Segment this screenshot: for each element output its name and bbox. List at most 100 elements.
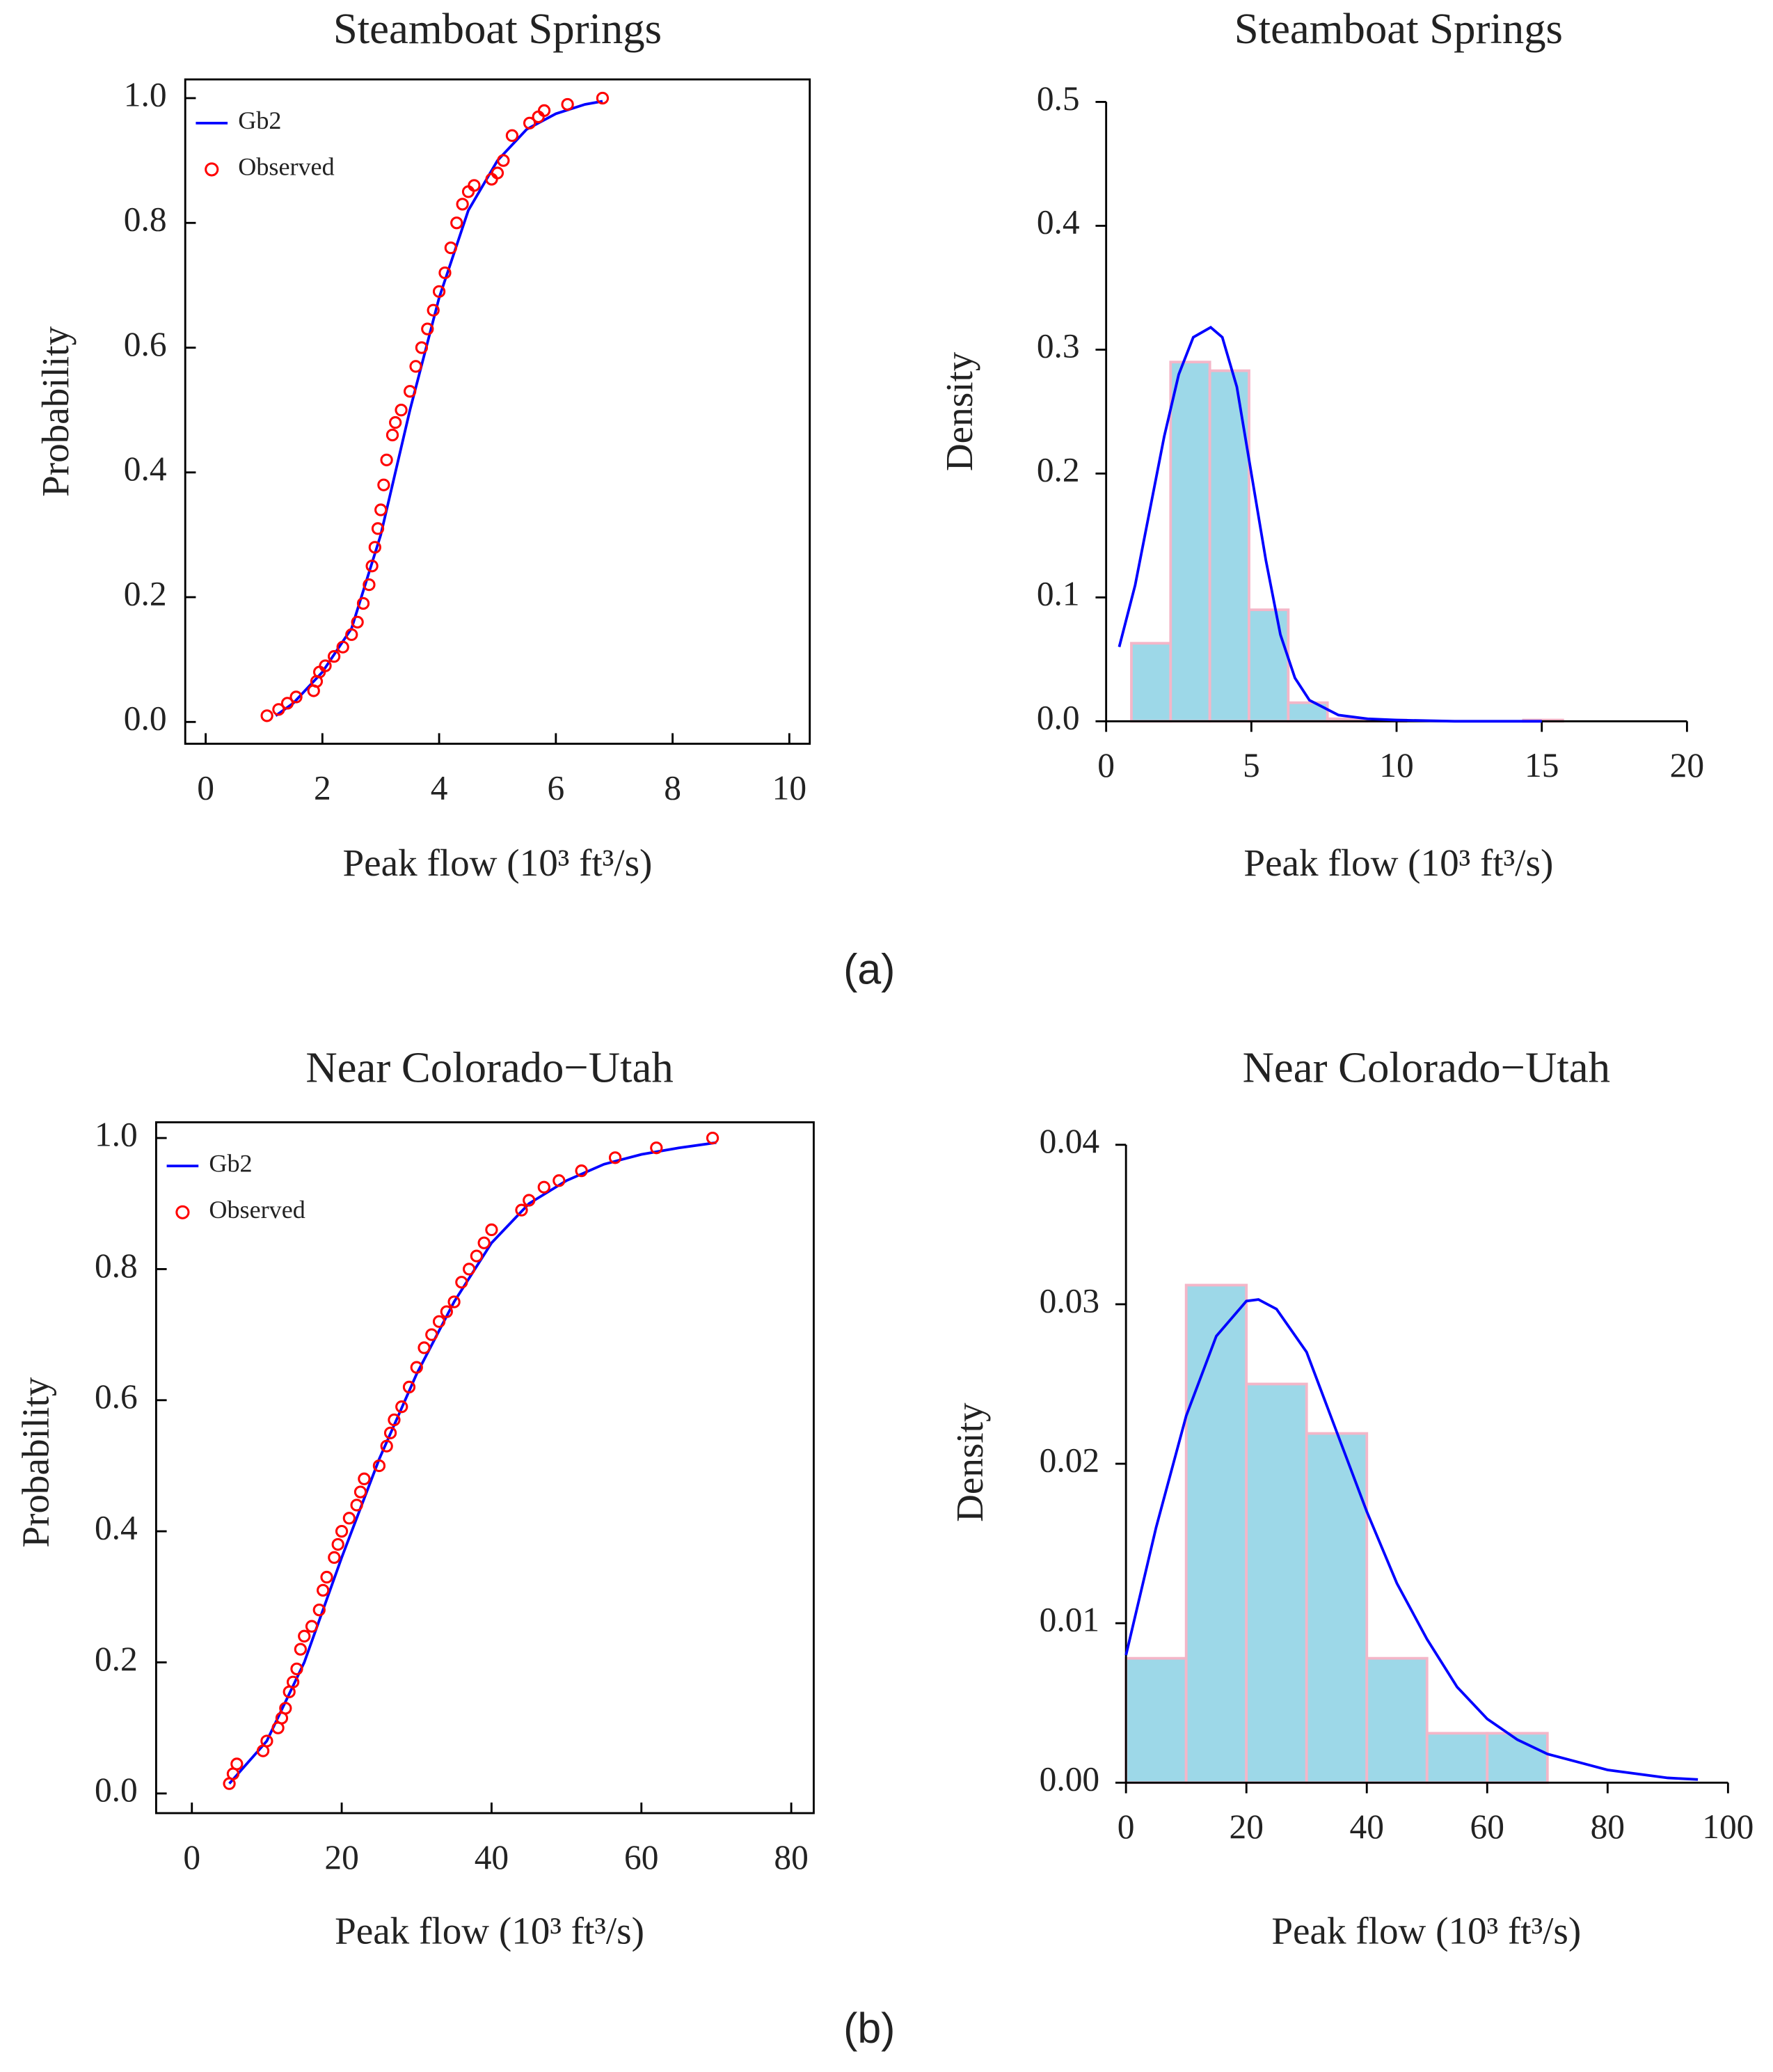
histogram-bar bbox=[1365, 1656, 1429, 1785]
observed-point bbox=[415, 341, 429, 354]
observed-point bbox=[440, 1305, 453, 1318]
observed-point bbox=[294, 1643, 307, 1656]
observed-point bbox=[402, 1380, 416, 1394]
observed-point bbox=[395, 404, 408, 417]
x-tick-label: 60 bbox=[624, 1838, 658, 1876]
observed-point bbox=[421, 322, 434, 335]
x-tick-label: 40 bbox=[475, 1838, 509, 1876]
observed-point bbox=[455, 1276, 468, 1289]
legend-label: Gb2 bbox=[238, 106, 281, 134]
observed-point bbox=[418, 1341, 431, 1354]
observed-point bbox=[371, 522, 385, 535]
observed-point bbox=[388, 1413, 401, 1427]
observed-point bbox=[298, 1629, 311, 1643]
x-tick-label: 5 bbox=[1243, 746, 1260, 784]
observed-point bbox=[491, 166, 504, 180]
x-tick-label: 8 bbox=[664, 768, 681, 807]
observed-point bbox=[358, 1472, 371, 1485]
y-tick-label: 0.6 bbox=[124, 325, 167, 363]
observed-point bbox=[575, 1164, 588, 1178]
observed-point bbox=[447, 1295, 461, 1308]
observed-point bbox=[389, 416, 402, 429]
x-tick-label: 10 bbox=[1379, 746, 1413, 784]
observed-point bbox=[380, 453, 393, 466]
y-tick-label: 0.03 bbox=[1040, 1281, 1100, 1320]
x-axis-label: Peak flow (10³ ft³/s) bbox=[1243, 841, 1553, 884]
observed-point bbox=[410, 1361, 423, 1374]
histogram-bar bbox=[1184, 1283, 1248, 1785]
observed-point bbox=[456, 198, 469, 211]
x-tick-label: 40 bbox=[1350, 1808, 1384, 1846]
observed-point bbox=[425, 1328, 438, 1341]
y-tick-label: 0.8 bbox=[124, 200, 167, 239]
observed-point bbox=[380, 1439, 393, 1453]
x-tick-label: 100 bbox=[1702, 1808, 1754, 1846]
observed-point bbox=[365, 560, 379, 573]
observed-point bbox=[537, 1180, 550, 1194]
y-axis-label: Probability bbox=[15, 1377, 57, 1547]
y-tick-label: 0.02 bbox=[1040, 1441, 1100, 1479]
histogram-bar bbox=[1208, 369, 1250, 723]
observed-point bbox=[395, 1400, 408, 1414]
observed-point bbox=[356, 596, 370, 610]
observed-point bbox=[523, 116, 536, 129]
axes-frame bbox=[154, 1121, 815, 1814]
caption: (a) bbox=[843, 946, 895, 993]
chart-title: Steamboat Springs bbox=[333, 4, 662, 53]
observed-point bbox=[561, 97, 574, 111]
y-tick-label: 1.0 bbox=[124, 75, 167, 113]
x-tick-label: 0 bbox=[183, 1838, 200, 1876]
x-axis-label: Peak flow (10³ ft³/s) bbox=[335, 1910, 644, 1952]
observed-point bbox=[331, 1537, 344, 1551]
y-tick-label: 0.5 bbox=[1037, 79, 1080, 118]
observed-point bbox=[468, 179, 481, 192]
legend-label: Observed bbox=[238, 153, 334, 181]
histogram-bar bbox=[1124, 1656, 1188, 1785]
observed-point bbox=[280, 697, 294, 710]
chart-title: Steamboat Springs bbox=[1234, 4, 1563, 53]
legend-swatch bbox=[205, 162, 219, 177]
legend-label: Gb2 bbox=[209, 1150, 252, 1178]
y-axis-label: Probability bbox=[34, 326, 77, 496]
x-tick-label: 60 bbox=[1470, 1808, 1504, 1846]
observed-point bbox=[350, 1498, 363, 1512]
y-tick-label: 0.04 bbox=[1040, 1122, 1100, 1160]
observed-point bbox=[385, 428, 399, 442]
x-tick-label: 2 bbox=[314, 768, 331, 807]
x-tick-label: 80 bbox=[1591, 1808, 1625, 1846]
observed-point bbox=[438, 266, 452, 280]
observed-point bbox=[272, 703, 285, 716]
x-axis-label: Peak flow (10³ ft³/s) bbox=[343, 841, 653, 884]
observed-point bbox=[477, 1236, 491, 1249]
y-tick-label: 0.4 bbox=[95, 1508, 138, 1547]
x-tick-label: 20 bbox=[324, 1838, 358, 1876]
x-tick-label: 0 bbox=[1118, 1808, 1135, 1846]
histogram-bar bbox=[1245, 1382, 1308, 1785]
legend-label: Observed bbox=[209, 1196, 305, 1224]
chart-title: Near Colorado−Utah bbox=[1243, 1043, 1610, 1092]
y-tick-label: 0.01 bbox=[1040, 1601, 1100, 1639]
y-tick-label: 0.4 bbox=[1037, 203, 1080, 242]
y-axis-label: Density bbox=[938, 351, 980, 471]
x-tick-label: 20 bbox=[1670, 746, 1704, 784]
caption: (b) bbox=[843, 2004, 895, 2052]
observed-point bbox=[608, 1151, 622, 1164]
observed-point bbox=[342, 1512, 356, 1525]
observed-point bbox=[374, 503, 388, 516]
observed-point bbox=[351, 615, 364, 629]
observed-point bbox=[335, 1524, 349, 1538]
observed-point bbox=[596, 91, 610, 105]
x-tick-label: 80 bbox=[774, 1838, 808, 1876]
y-tick-label: 0.2 bbox=[124, 574, 167, 612]
observed-point bbox=[497, 154, 510, 167]
observed-point bbox=[650, 1141, 663, 1155]
observed-point bbox=[317, 1583, 330, 1597]
observed-point bbox=[515, 1203, 528, 1217]
fit-line bbox=[1118, 326, 1542, 723]
observed-point bbox=[427, 303, 440, 317]
y-tick-label: 1.0 bbox=[95, 1115, 138, 1153]
observed-point bbox=[432, 1315, 446, 1328]
observed-point bbox=[450, 216, 463, 230]
